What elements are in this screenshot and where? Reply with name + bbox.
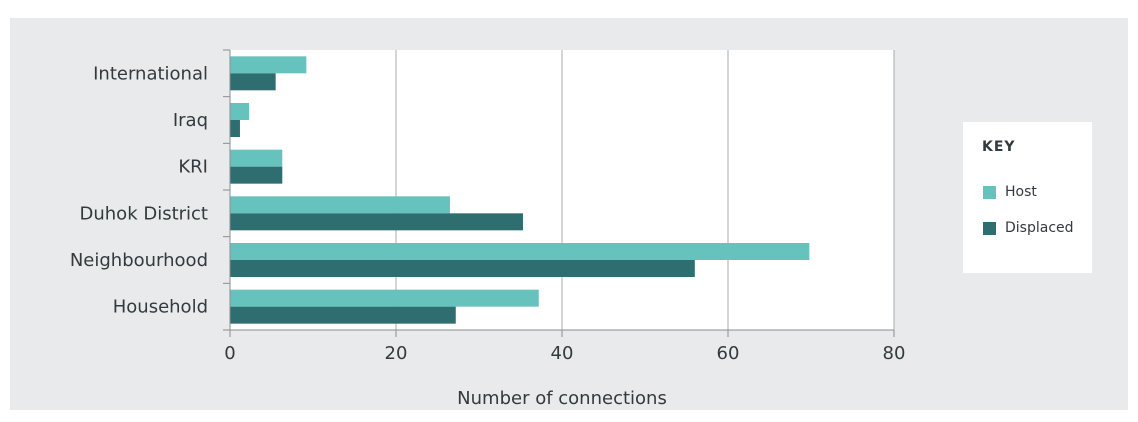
bar-displaced-iraq (230, 120, 240, 137)
bar-host-international (230, 56, 307, 74)
y-tick-label-kri: KRI (178, 157, 208, 178)
legend-item-host: Host (983, 183, 1037, 201)
bar-host-household (230, 289, 539, 307)
chart-panel: International Iraq KRI Duhok District Neighb… (10, 18, 1128, 410)
y-tick-label-iraq: Iraq (173, 110, 208, 131)
bar-host-kri (230, 149, 283, 167)
legend-label-displaced: Displaced (1005, 220, 1074, 236)
x-tick-label-20: 20 (385, 343, 408, 364)
legend-title: KEY (982, 139, 1016, 155)
bar-displaced-duhok-district (230, 213, 523, 231)
bar-displaced-neighbourhood (230, 260, 695, 277)
bar-displaced-international (230, 73, 276, 91)
bar-displaced-household (230, 306, 456, 324)
x-tick-label-60: 60 (717, 343, 740, 364)
legend-swatch-host (983, 185, 996, 199)
legend: KEY Host Displaced (963, 122, 1092, 273)
bar-chart: International Iraq KRI Duhok District Neighb… (70, 49, 906, 409)
x-tick-label-40: 40 (551, 343, 574, 364)
y-tick-label-household: Household (113, 297, 208, 318)
y-axis: International Iraq KRI Duhok District Neighb… (70, 49, 231, 331)
x-tick-label-0: 0 (224, 343, 235, 364)
x-axis-label: Number of connections (457, 388, 667, 409)
bars (230, 56, 810, 324)
legend-swatch-displaced (983, 221, 996, 235)
y-tick-label-neighbourhood: Neighbourhood (70, 250, 208, 271)
y-tick-label-duhok-district: Duhok District (80, 203, 209, 224)
bar-host-duhok-district (230, 196, 450, 214)
bar-displaced-kri (230, 166, 283, 184)
x-axis: 0 20 40 60 80 (224, 329, 906, 364)
legend-item-displaced: Displaced (983, 219, 1074, 237)
gridlines (395, 50, 895, 330)
bar-host-neighbourhood (230, 243, 810, 260)
bar-host-iraq (230, 103, 250, 120)
y-tick-label-international: International (93, 63, 208, 84)
legend-label-host: Host (1005, 184, 1037, 200)
x-tick-label-80: 80 (883, 343, 906, 364)
